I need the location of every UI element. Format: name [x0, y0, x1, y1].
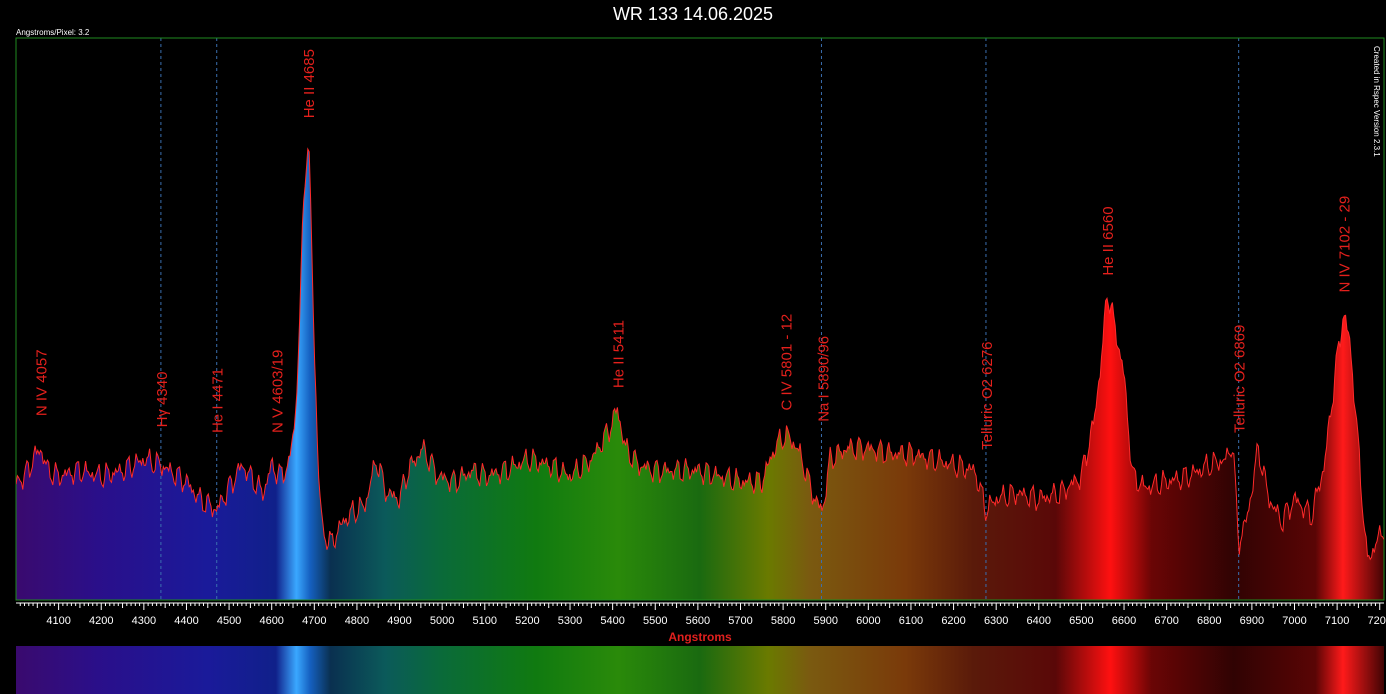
x-tick-label: 5900	[813, 615, 837, 627]
line-labels: N IV 4057 Hγ 4340 He I 4471 N V 4603/19 He I…	[33, 49, 1353, 450]
spectrum-strip	[16, 646, 1384, 694]
spectrum-fill-group	[16, 149, 1384, 600]
spectrum-line-group	[16, 147, 1384, 561]
x-tick-label: 5100	[473, 615, 497, 627]
x-tick-label: 6100	[899, 615, 923, 627]
x-tick-label: 5700	[728, 615, 752, 627]
chart-title: WR 133 14.06.2025	[612, 4, 774, 24]
x-tick-label: 6400	[1027, 615, 1051, 627]
x-tick-label: 5600	[686, 615, 710, 627]
x-tick-label: 5400	[600, 615, 624, 627]
x-tick-label: 7100	[1325, 615, 1349, 627]
info-label: Angstroms/Pixel: 3.2	[16, 28, 90, 37]
x-tick-label: 7000	[1282, 615, 1306, 627]
credit-label: Created in Rspec Version 2.3.1	[1372, 46, 1381, 157]
x-tick-label: 6300	[984, 615, 1008, 627]
x-axis-label: Angstroms	[668, 630, 732, 644]
x-tick-label: 4800	[345, 615, 369, 627]
plot-border	[15, 37, 1385, 601]
x-tick-label: 4900	[387, 615, 411, 627]
x-axis: 4100 4200 4300 4400 4500 4600 4700 4800 4900 5000…	[16, 602, 1386, 627]
plot-frame	[15, 37, 1385, 601]
x-tick-label: 4100	[46, 615, 70, 627]
x-tick-label: 6600	[1112, 615, 1136, 627]
x-tick-label: 5000	[430, 615, 454, 627]
x-tick-label: 6700	[1154, 615, 1178, 627]
x-tick-label: 6900	[1240, 615, 1264, 627]
line-label: He II 5411	[610, 320, 627, 388]
x-tick-label: 7200	[1367, 615, 1386, 627]
x-tick-label: 4700	[302, 615, 326, 627]
x-tick-label: 5500	[643, 615, 667, 627]
spectrum-line	[16, 147, 1384, 561]
line-label: He I 4471	[210, 368, 227, 433]
x-tick-label: 5300	[558, 615, 582, 627]
line-label: Telluric O2 6869	[1232, 325, 1249, 433]
x-tick-label: 6200	[941, 615, 965, 627]
x-tick-label: 4400	[174, 615, 198, 627]
line-label: N V 4603/19	[269, 350, 286, 433]
x-tick-label: 5200	[515, 615, 539, 627]
x-tick-label: 4500	[217, 615, 241, 627]
x-tick-label: 4200	[89, 615, 113, 627]
line-label: Telluric O2 6276	[979, 341, 996, 449]
line-label: He II 4685	[301, 49, 318, 118]
line-label: N IV 7102 - 29	[1337, 196, 1354, 293]
x-tick-label: 6800	[1197, 615, 1221, 627]
x-tick-label: 4600	[259, 615, 283, 627]
x-tick-label: 6000	[856, 615, 880, 627]
x-tick-label: 5800	[771, 615, 795, 627]
line-label: C IV 5801 - 12	[779, 314, 796, 411]
x-tick-label: 4300	[132, 615, 156, 627]
line-label: N IV 4057	[33, 349, 50, 416]
spectrum-fill	[16, 149, 1384, 600]
line-label: Na I 5890/96	[816, 336, 833, 422]
x-tick-label: 6500	[1069, 615, 1093, 627]
line-label: Hγ 4340	[154, 372, 171, 428]
line-label: He II 6560	[1100, 206, 1117, 275]
